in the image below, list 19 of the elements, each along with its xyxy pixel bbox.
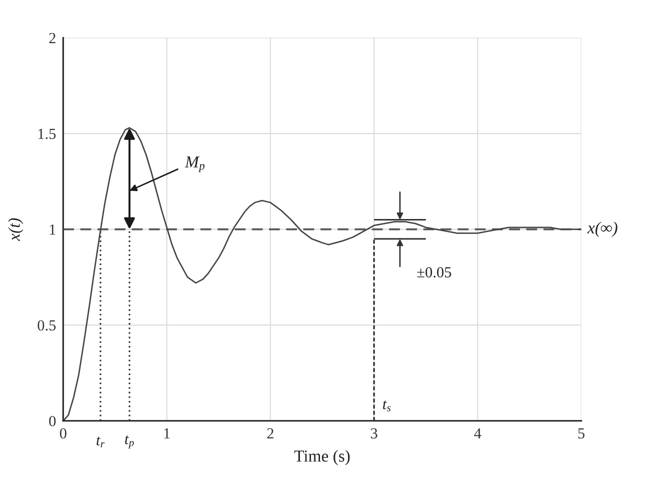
y-axis-title: x(t): [8, 218, 24, 242]
x-tick-label: 3: [370, 428, 378, 439]
x-tick-label: 0: [60, 428, 66, 439]
x-axis-title: Time (s): [294, 450, 350, 466]
x-tick-label: 1: [164, 428, 170, 438]
x-tick-label: 5: [578, 428, 585, 439]
y-tick-label: 2: [49, 32, 56, 44]
x-tick-label: 4: [474, 428, 482, 438]
ref-line-label: t$_{s}$: [383, 400, 391, 412]
annotation: ±0.05: [417, 267, 452, 278]
ref-line-label: t$_{r}$: [96, 436, 105, 448]
y-tick-label: 1: [50, 224, 56, 235]
ref-line-label: x(∞): [587, 222, 618, 237]
x-tick-label: 2: [267, 428, 274, 438]
y-tick-label: 0: [49, 416, 56, 426]
y-tick-label: 1.5: [38, 128, 56, 140]
annotation: M$_{p}$: [184, 156, 205, 172]
ref-line-label: t$_{p}$: [125, 435, 134, 448]
y-tick-label: 0.5: [38, 320, 56, 331]
